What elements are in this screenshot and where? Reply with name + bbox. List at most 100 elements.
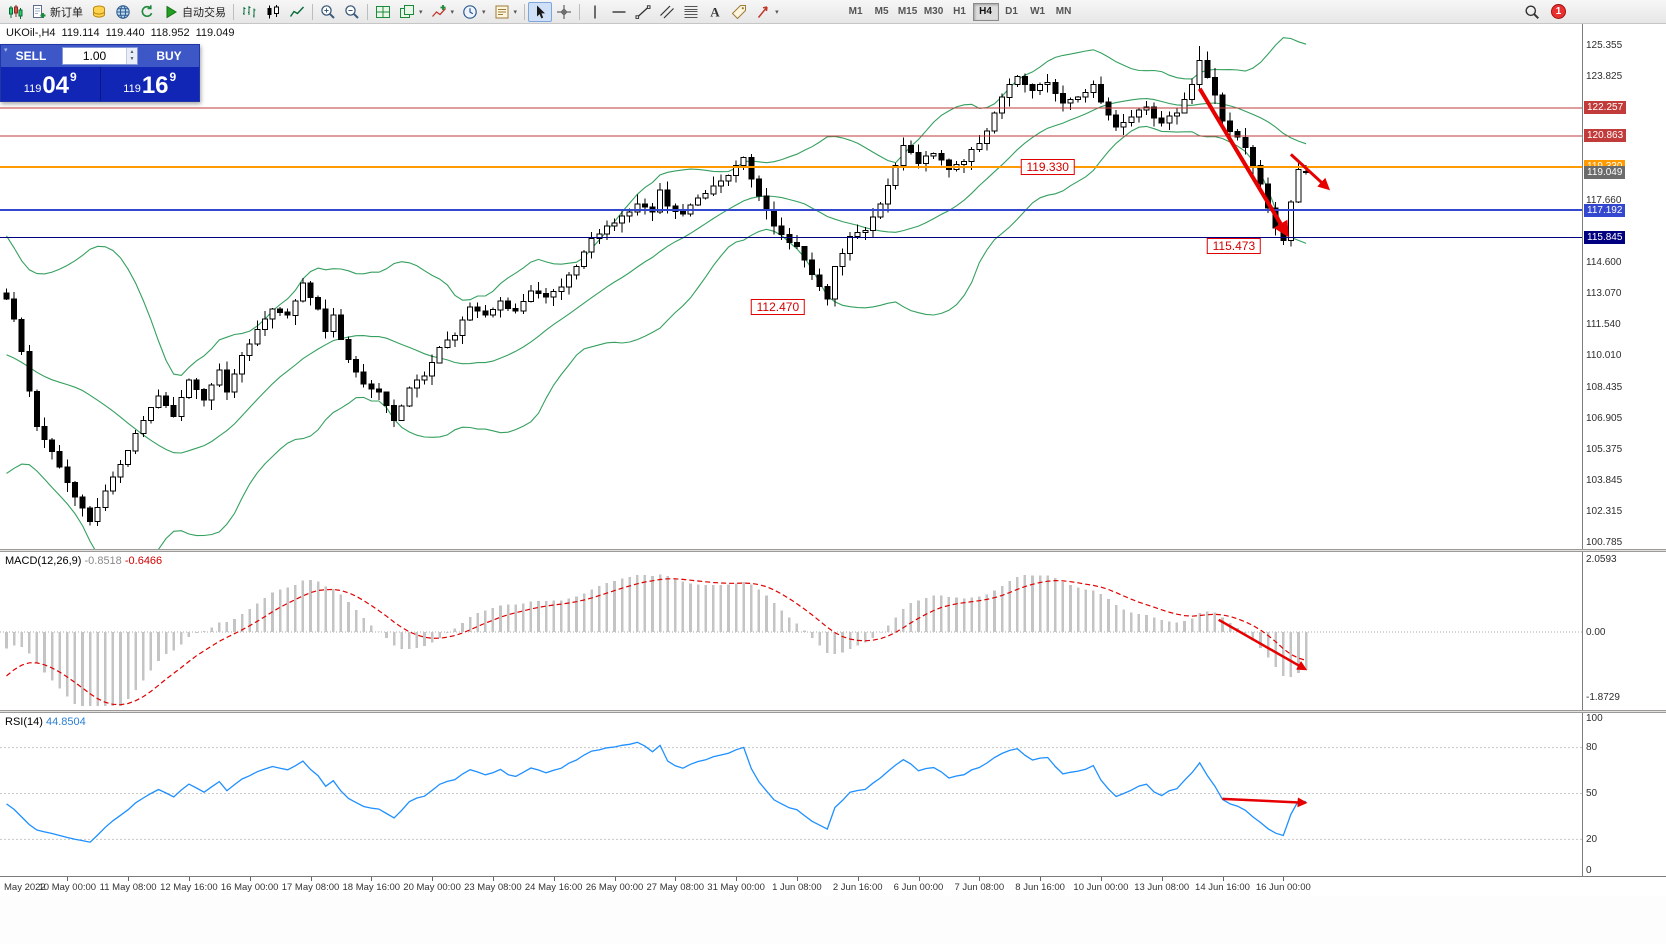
macd-pane[interactable]: MACD(12,26,9) -0.8518 -0.6466 2.0593 0.00… [0,552,1666,710]
time-tick [1100,877,1102,881]
buy-price-prefix: 119 [123,83,141,95]
tile-glyph [376,5,390,18]
timeframe-button-m1[interactable]: M1 [848,6,863,17]
main-chart-canvas[interactable] [0,24,1582,549]
main-chart-pane[interactable]: UKOil-,H4 119.114 119.440 118.952 119.04… [0,24,1666,549]
equidistant-channel-icon[interactable] [655,2,679,22]
rsi-pane[interactable]: RSI(14) 44.8504 100 80 50 20 0 [0,713,1666,876]
timeframe-button-mn[interactable]: MN [1055,6,1072,17]
line-chart-icon[interactable] [285,2,309,22]
rsi-name: RSI(14) [5,716,43,728]
templates-icon[interactable]: ▾ [490,2,522,22]
timeframe-group: M1 M5 M15 M30 H1 H4 D1 W1 MN [843,2,1077,21]
text-tool-icon[interactable]: A [703,2,727,22]
zoom-out-icon[interactable] [340,2,364,22]
candles-glyph [267,4,279,18]
timeframe-button-h1[interactable]: H1 [953,6,966,17]
collapse-trade-panel-icon[interactable]: ▾ [4,47,8,54]
one-click-trading-panel: ▾ SELL ▲ ▼ BUY 119 04 9 119 16 9 [0,44,200,102]
periods-icon[interactable]: ▾ [458,2,490,22]
time-tick [1040,877,1042,881]
template-glyph [495,5,509,18]
timeframe-button-d1[interactable]: D1 [1005,6,1018,17]
time-tick [310,877,312,881]
price-scale-label: 20 [1586,833,1598,845]
timeframe-button-m15[interactable]: M15 [897,6,918,17]
volume-field[interactable]: ▲ ▼ [62,47,138,65]
volume-spinner[interactable]: ▲ ▼ [126,48,137,64]
cursor-icon[interactable] [528,1,553,22]
rsi-canvas[interactable] [0,713,1582,876]
macd-label: MACD(12,26,9) -0.8518 -0.6466 [5,555,162,567]
vline-glyph [594,5,596,18]
arrows-tool-icon[interactable]: ▾ [751,2,783,22]
macd-signal-line [6,578,1307,706]
window-bottom-space [0,896,1666,944]
chart-ohlc-header: UKOil-,H4 119.114 119.440 118.952 119.04… [6,27,235,39]
horizontal-line-icon[interactable] [607,2,631,22]
bar-chart-icon[interactable] [237,2,261,22]
trend-arrows-layer[interactable] [1197,87,1331,238]
time-axis[interactable]: May 2022 10 May 00:00 11 May 08:00 12 May 1… [0,876,1666,896]
label-tool-icon[interactable] [727,2,751,22]
pane-divider[interactable] [0,549,1666,552]
price-annotation[interactable]: 115.473 [1206,238,1262,255]
volume-input[interactable] [63,49,126,63]
fibonacci-icon[interactable] [679,2,703,22]
time-label: 2 Jun 16:00 [832,882,883,893]
time-tick [492,877,494,881]
chart-window-icon[interactable] [3,2,27,22]
vertical-line-icon[interactable] [583,2,607,22]
indicators-icon[interactable]: ▾ [427,2,459,22]
price-line-label: 117.192 [1584,203,1626,217]
time-tick [371,877,373,881]
spinner-up-icon[interactable]: ▲ [129,49,135,55]
zoom-in-icon[interactable] [316,2,340,22]
new-order-button[interactable]: 新订单 [27,2,87,22]
price-annotation[interactable]: 119.330 [1020,158,1075,175]
spinner-down-icon[interactable]: ▼ [129,56,135,62]
tile-windows-icon[interactable] [371,2,395,22]
search-button[interactable] [1520,2,1544,22]
web-terminal-icon[interactable] [111,2,135,22]
pane-divider[interactable] [0,710,1666,713]
notification-badge[interactable]: 1 [1551,4,1566,19]
market-watch-icon[interactable] [87,2,111,22]
time-label: 18 May 16:00 [342,882,401,893]
cascade-windows-icon[interactable]: ▾ [395,2,427,22]
sell-price[interactable]: 119 04 9 [1,67,101,101]
ohlc-open: 119.114 [61,27,100,39]
price-scale-label: 80 [1586,742,1598,754]
time-tick [979,877,981,881]
sell-button[interactable]: SELL [15,49,47,63]
timeframe-button-h4[interactable]: H4 [972,2,999,21]
refresh-icon[interactable] [135,2,159,22]
time-label: 31 May 00:00 [707,882,765,893]
price-scale-label: -1.8729 [1586,692,1620,704]
search-glyph [1525,5,1540,19]
price-axis[interactable]: 125.355 123.825 117.660 114.600 113.070 111.5… [1582,24,1666,549]
rsi-axis[interactable]: 100 80 50 20 0 [1582,713,1666,876]
macd-canvas[interactable] [0,552,1582,710]
autotrading-button[interactable]: 自动交易 [159,2,230,22]
autotrading-button-label: 自动交易 [182,6,226,19]
timeframe-button-w1[interactable]: W1 [1030,6,1046,17]
toolbar-right-group: 1 [1520,2,1566,22]
chevron-down-icon: ▾ [775,8,779,16]
newdoc-glyph [33,4,46,18]
timeframe-button-m5[interactable]: M5 [874,6,889,17]
indicator-glyph [431,4,446,17]
trendline-icon[interactable] [631,2,655,22]
buy-price[interactable]: 119 16 9 [101,67,200,101]
buy-button[interactable]: BUY [156,49,182,63]
price-scale-label: 105.375 [1586,443,1623,455]
price-scale-label: 100.785 [1586,536,1623,548]
price-scale-label: 0 [1586,864,1592,876]
bollinger-bands-layer [6,37,1307,549]
price-annotation[interactable]: 112.470 [750,298,806,315]
macd-axis[interactable]: 2.0593 0.00 -1.8729 [1582,552,1666,710]
bars-glyph [243,5,256,17]
timeframe-button-m30[interactable]: M30 [923,6,944,17]
candlestick-chart-icon[interactable] [261,2,285,22]
crosshair-icon[interactable] [552,2,576,22]
